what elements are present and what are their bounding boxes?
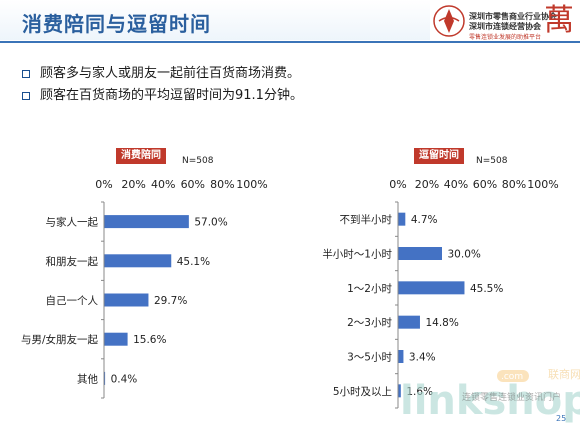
value-label: 1.6% — [406, 386, 433, 398]
companion-chart-plot: 0% 20% 40% 60% 80% 100% 与家人一起 57.0% 和朋友一起 45.1% 自己… — [21, 178, 268, 399]
x-tick-label: 60% — [473, 178, 497, 191]
duration-chart: 逗留时间 N=508 0% 20% 40% 60% 80% 100% 不到半小时 4.7% 半小… — [290, 140, 580, 410]
x-tick-label: 40% — [151, 178, 175, 191]
watermark-com: .com — [501, 372, 523, 382]
association-emblem-icon — [433, 5, 465, 37]
bullet-square-icon — [22, 70, 30, 78]
x-tick-label: 0% — [389, 178, 406, 191]
bullet-square-icon — [22, 92, 30, 100]
category-label: 1～2小时 — [347, 283, 392, 295]
value-label: 29.7% — [154, 295, 187, 307]
value-label: 3.4% — [409, 352, 436, 364]
bar — [104, 293, 149, 307]
value-label: 4.7% — [411, 214, 438, 226]
x-tick-label: 60% — [181, 178, 205, 191]
value-label: 14.8% — [425, 317, 458, 329]
logo-text-line3: 零售连锁业发展的助推平台 — [469, 34, 542, 41]
bar — [398, 212, 406, 226]
x-tick-label: 100% — [527, 178, 558, 191]
category-label: 2～3小时 — [347, 317, 392, 329]
logo-text-line1: 深圳市零售商业行业协会 — [469, 12, 557, 21]
category-label: 不到半小时 — [340, 213, 393, 226]
x-tick-label: 80% — [210, 178, 234, 191]
brand-seal-mark: 萬 — [544, 3, 574, 38]
category-label: 与男/女朋友一起 — [21, 333, 99, 346]
duration-chart-note: N=508 — [476, 156, 508, 166]
category-label: 3～5小时 — [347, 352, 392, 364]
bullet-text: 顾客多与家人或朋友一起前往百货商场消费。 — [40, 66, 301, 81]
x-tick-label: 40% — [444, 178, 468, 191]
watermark-cn-name: 联商网 — [548, 367, 580, 381]
bar — [398, 315, 420, 329]
bullet-text: 顾客在百货商场的平均逗留时间为91.1分钟。 — [40, 88, 303, 103]
value-label: 0.4% — [111, 373, 138, 385]
bar — [398, 281, 465, 295]
value-label: 45.5% — [470, 283, 503, 295]
bullet-list: 顾客多与家人或朋友一起前往百货商场消费。 顾客在百货商场的平均逗留时间为91.1… — [22, 64, 303, 108]
bar — [104, 254, 172, 268]
association-logo: 深圳市零售商业行业协会 深圳市连锁经营协会 零售连锁业发展的助推平台 萬 — [432, 2, 580, 41]
bar — [104, 371, 106, 385]
watermark-graphic: 联商网 .com linkshop 连锁零售连锁业资讯门户 — [400, 367, 580, 424]
watermark-caption: 连锁零售连锁业资讯门户 — [462, 391, 561, 403]
x-tick-label: 20% — [121, 178, 145, 191]
bar — [398, 350, 404, 363]
bar — [398, 384, 401, 398]
header-divider — [0, 41, 580, 43]
slide-header: 消费陪同与逗留时间 深圳市零售商业行业协会 深圳市连锁经营协会 零售连锁业发展的… — [0, 0, 580, 43]
category-label: 与家人一起 — [46, 216, 99, 229]
logo-text-line2: 深圳市连锁经营协会 — [469, 22, 541, 31]
category-label: 自己一个人 — [46, 294, 99, 307]
x-tick-label: 20% — [415, 178, 439, 191]
bullet-item: 顾客多与家人或朋友一起前往百货商场消费。 — [22, 64, 303, 86]
value-label: 57.0% — [194, 217, 227, 229]
linkshop-watermark: 联商网 .com linkshop 连锁零售连锁业资讯门户 — [400, 362, 580, 429]
category-label: 其他 — [77, 372, 98, 385]
watermark-brand: linkshop — [400, 378, 580, 424]
duration-chart-plot: 0% 20% 40% 60% 80% 100% 不到半小时 4.7% 半小时～1小时 30.0% 1… — [322, 178, 559, 409]
x-tick-label: 0% — [95, 178, 112, 191]
value-label: 30.0% — [448, 249, 481, 261]
watermark-com-pill — [497, 370, 529, 382]
header-band — [0, 0, 430, 40]
slide-title: 消费陪同与逗留时间 — [22, 12, 211, 36]
bullet-item: 顾客在百货商场的平均逗留时间为91.1分钟。 — [22, 86, 303, 108]
bar — [398, 247, 442, 260]
bar — [104, 332, 128, 346]
category-label: 半小时～1小时 — [322, 248, 392, 261]
companion-chart-title: 消费陪同 — [116, 148, 166, 164]
category-label: 和朋友一起 — [46, 255, 99, 268]
x-tick-label: 80% — [502, 178, 526, 191]
companion-chart-note: N=508 — [182, 156, 214, 166]
category-label: 5小时及以上 — [333, 386, 392, 398]
value-label: 45.1% — [177, 256, 210, 268]
page-number: 25 — [556, 414, 567, 423]
duration-chart-title: 逗留时间 — [414, 148, 464, 164]
x-tick-label: 100% — [236, 178, 267, 191]
bar — [104, 215, 189, 229]
companion-chart: 消费陪同 N=508 0% 20% 40% 60% 80% 100% 与家人一起 57.0% 和… — [0, 140, 290, 410]
value-label: 15.6% — [133, 334, 166, 346]
